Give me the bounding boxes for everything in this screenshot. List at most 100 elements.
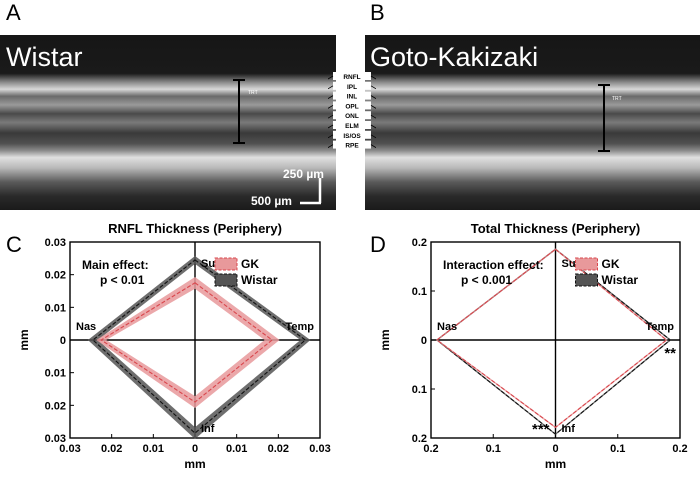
y-tick-label: 0.01 — [45, 302, 66, 314]
x-tick-label: 0.01 — [143, 443, 164, 455]
layer-pointer-right — [370, 95, 376, 99]
panel-letter-b: B — [370, 0, 385, 25]
retinal-layer-legend: RNFL IPL INL OPL ONL ELM IS/OS RPE — [328, 72, 376, 150]
layer-pointer-left — [328, 75, 334, 80]
series-line-gk — [436, 248, 668, 429]
image-title-wistar: Wistar — [6, 42, 83, 72]
x-axis-label: mm — [184, 457, 205, 471]
annotation-line-2: p < 0.001 — [461, 273, 512, 287]
direction-label-nas: Nas — [437, 321, 457, 333]
layer-label-bg — [333, 130, 371, 139]
layer-pointer-left — [328, 124, 334, 129]
layer-label-bg — [333, 91, 371, 100]
layer-label: OPL — [345, 103, 358, 110]
x-tick-label: 0.2 — [423, 443, 438, 455]
series-band-wistar — [87, 256, 311, 439]
trt-label-a: TRT — [248, 90, 258, 96]
y-tick-label: 0.02 — [45, 400, 66, 412]
y-axis-label: mm — [378, 329, 392, 350]
chart-total-thickness: Total Thickness (Periphery) 0.2 0.1 0 0.1 0.2… — [378, 221, 688, 471]
layer-pointer-left — [328, 95, 334, 99]
annotation-line-1: Interaction effect: — [443, 258, 544, 272]
series-line-gk — [100, 282, 273, 403]
significance-marker-inf: *** — [532, 421, 550, 438]
series-line-wistar — [92, 259, 307, 434]
layer-label: RNFL — [343, 74, 360, 81]
layer-pointer-left — [328, 144, 334, 148]
y-tick-label: 0 — [421, 335, 427, 347]
layer-label: RPE — [345, 143, 359, 150]
direction-label-temp: Temp — [285, 321, 314, 333]
trt-label-b: TRT — [612, 96, 622, 102]
legend-label-wistar: Wistar — [241, 273, 278, 287]
legend-label-gk: GK — [602, 257, 620, 271]
layer-pointer-right — [370, 144, 376, 148]
layer-pointer-right — [370, 124, 376, 129]
annotation-line-1: Main effect: — [82, 258, 149, 272]
y-tick-label: 0.03 — [45, 433, 66, 445]
oct-image-gk — [365, 35, 700, 210]
layer-pointer-right — [370, 114, 376, 119]
layer-label-bg — [333, 140, 371, 149]
layer-label: IS/OS — [343, 133, 361, 140]
x-axis-label: mm — [545, 457, 566, 471]
y-tick-label: 0.1 — [412, 286, 427, 298]
layer-pointer-right — [370, 85, 376, 90]
layer-pointer-right — [370, 134, 376, 139]
scale-bar-vertical-label: 250 µm — [283, 167, 324, 181]
y-tick-label: 0.1 — [412, 384, 427, 396]
layer-pointer-right — [370, 75, 376, 80]
x-tick-label: 0.02 — [101, 443, 122, 455]
direction-label-inf: Inf — [562, 423, 576, 435]
legend-swatch-gk — [214, 257, 238, 271]
chart-rnfl-thickness: RNFL Thickness (Periphery) 0.03 0.02 0.01 0 0… — [17, 221, 331, 471]
layer-label-bg — [333, 121, 371, 129]
layer-pointer-left — [328, 85, 334, 90]
y-tick-label: 0.2 — [412, 433, 427, 445]
legend-swatch-wistar — [214, 273, 238, 287]
layer-pointer-right — [370, 105, 376, 109]
y-tick-label: 0.2 — [412, 237, 427, 249]
x-tick-label: 0.1 — [610, 443, 625, 455]
x-tick-label: 0.1 — [486, 443, 501, 455]
annotation-line-2: p < 0.01 — [100, 273, 145, 287]
direction-label-temp: Temp — [645, 321, 674, 333]
chart-title: RNFL Thickness (Periphery) — [108, 221, 282, 236]
legend-label-wistar: Wistar — [602, 273, 639, 287]
layer-pointer-left — [328, 105, 334, 109]
layer-label-bg — [333, 111, 371, 120]
legend-label-gk: GK — [241, 257, 259, 271]
y-axis-label: mm — [17, 329, 31, 350]
layer-label-bg — [333, 101, 371, 110]
panel-letter-a: A — [6, 0, 21, 25]
image-title-gk: Goto-Kakizaki — [370, 42, 539, 72]
x-tick-label: 0.02 — [268, 443, 289, 455]
layer-label-bg — [333, 81, 371, 90]
x-tick-label: 0 — [552, 443, 558, 455]
significance-marker-temp: ** — [664, 345, 676, 362]
y-tick-label: 0.03 — [45, 237, 66, 249]
layer-pointer-left — [328, 114, 334, 119]
layer-label: IPL — [347, 84, 357, 91]
y-tick-label: 0.01 — [45, 368, 66, 380]
scale-bar-horizontal-label: 500 µm — [251, 194, 292, 208]
layer-label-bg — [333, 72, 371, 80]
x-tick-label: 0.03 — [309, 443, 330, 455]
layer-label: ONL — [345, 113, 359, 120]
x-tick-label: 0.01 — [226, 443, 247, 455]
legend-swatch-gk — [575, 257, 598, 271]
layer-label: INL — [347, 94, 358, 101]
series-band-gk — [96, 276, 280, 408]
legend-swatch-wistar — [575, 273, 598, 287]
panel-letter-d: D — [370, 232, 386, 257]
x-tick-label: 0.2 — [672, 443, 687, 455]
y-tick-label: 0 — [60, 335, 66, 347]
oct-image-wistar — [0, 35, 336, 210]
x-tick-label: 0.03 — [59, 443, 80, 455]
layer-pointer-left — [328, 134, 334, 139]
x-tick-label: 0 — [192, 443, 198, 455]
direction-label-nas: Nas — [76, 321, 96, 333]
panel-letter-c: C — [6, 232, 22, 257]
layer-label: ELM — [345, 123, 359, 130]
direction-label-inf: Inf — [201, 423, 215, 435]
